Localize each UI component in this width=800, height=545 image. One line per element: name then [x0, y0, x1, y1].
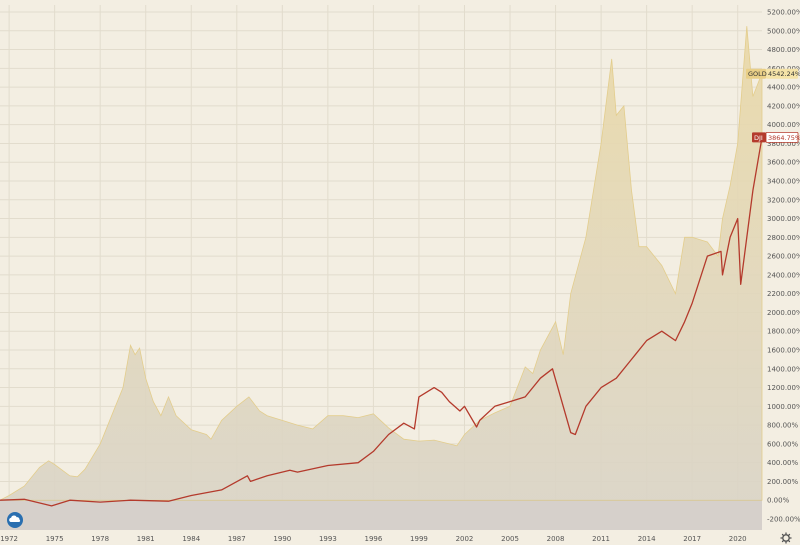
gold-badge-name: GOLD — [748, 70, 767, 78]
dji-line-series — [0, 137, 763, 507]
y-tick-label: 3400.00% — [767, 178, 800, 186]
x-tick-label: 1999 — [410, 535, 428, 543]
y-tick-label: 3800.00% — [767, 140, 800, 148]
x-tick-label: 1984 — [182, 535, 200, 543]
y-tick-label: 4200.00% — [767, 102, 800, 110]
y-tick-label: 3000.00% — [767, 215, 800, 223]
x-tick-label: 1981 — [137, 535, 155, 543]
x-tick-label: 2020 — [729, 535, 747, 543]
y-tick-label: 0.00% — [767, 497, 790, 505]
x-tick-label: 1972 — [0, 535, 18, 543]
y-tick-label: 4000.00% — [767, 121, 800, 129]
gold-area-series — [0, 26, 763, 501]
x-tick-label: 1990 — [273, 535, 291, 543]
x-tick-label: 2002 — [456, 535, 474, 543]
y-tick-label: 2800.00% — [767, 234, 800, 242]
y-tick-label: 2400.00% — [767, 271, 800, 279]
y-tick-label: 1600.00% — [767, 347, 800, 355]
x-tick-label: 2011 — [592, 535, 610, 543]
series-layer — [0, 26, 763, 507]
y-tick-label: 4400.00% — [767, 84, 800, 92]
y-tick-label: 1000.00% — [767, 403, 800, 411]
x-tick-label: 1993 — [319, 535, 337, 543]
y-tick-label: 5200.00% — [767, 9, 800, 17]
y-tick-label: 2600.00% — [767, 253, 800, 261]
x-tick-label: 1978 — [91, 535, 109, 543]
y-tick-label: 3600.00% — [767, 159, 800, 167]
y-tick-label: 1200.00% — [767, 384, 800, 392]
y-tick-label: 600.00% — [767, 440, 798, 448]
x-tick-label: 1987 — [228, 535, 246, 543]
y-tick-label: 1400.00% — [767, 365, 800, 373]
y-tick-label: 2200.00% — [767, 290, 800, 298]
gold-badge-value: 4542.24% — [768, 70, 800, 78]
tradingview-cloud-icon[interactable] — [7, 512, 23, 528]
x-tick-label: 2005 — [501, 535, 519, 543]
y-tick-label: 800.00% — [767, 422, 798, 430]
x-tick-label: 2008 — [547, 535, 565, 543]
y-tick-label: 2000.00% — [767, 309, 800, 317]
x-tick-label: 2017 — [683, 535, 701, 543]
x-tick-label: 1996 — [364, 535, 382, 543]
y-tick-label: -200.00% — [767, 516, 800, 524]
x-axis: 1972 1975 1978 1981 1984 1987 1990 1993 1996 1999… — [0, 535, 746, 543]
y-tick-label: 3200.00% — [767, 196, 800, 204]
y-tick-label: 400.00% — [767, 459, 798, 467]
dji-price-badge: DJI 3864.75% — [752, 131, 800, 143]
y-axis: -200.00% 0.00% 200.00% 400.00% 600.00% 800.00… — [767, 9, 800, 524]
below-zero-band — [0, 499, 762, 530]
y-tick-label: 1800.00% — [767, 328, 800, 336]
y-tick-label: 4800.00% — [767, 46, 800, 54]
dji-badge-value: 3864.75% — [768, 134, 800, 142]
gear-icon[interactable] — [780, 532, 792, 544]
y-tick-label: 200.00% — [767, 478, 798, 486]
negative-region — [0, 500, 762, 530]
dji-badge-name: DJI — [754, 134, 763, 142]
y-tick-label: 5000.00% — [767, 27, 800, 35]
x-tick-label: 1975 — [46, 535, 64, 543]
x-tick-label: 2014 — [638, 535, 656, 543]
gold-price-badge: GOLD 4542.24% — [746, 68, 800, 79]
